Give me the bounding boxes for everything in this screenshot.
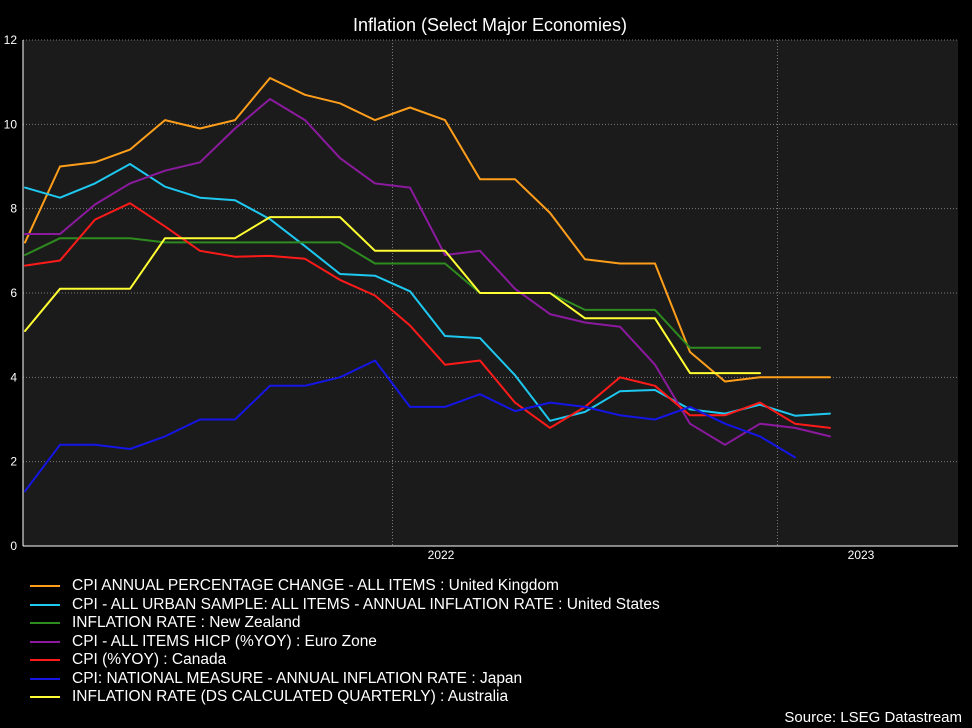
legend-item: CPI (%YOY) : Canada — [30, 651, 790, 670]
legend-item: INFLATION RATE : New Zealand — [30, 614, 790, 633]
series-line-4 — [24, 202, 831, 429]
legend-swatch — [30, 622, 60, 625]
gridlines — [23, 39, 958, 546]
legend-label: CPI - ALL ITEMS HICP (%YOY) : Euro Zone — [72, 632, 377, 650]
y-tick-label: 0 — [10, 539, 17, 553]
y-tick-label: 12 — [4, 33, 18, 47]
y-tick-label: 6 — [10, 286, 17, 300]
legend-swatch — [30, 640, 60, 643]
series-line-3 — [24, 98, 831, 446]
legend-label: CPI: NATIONAL MEASURE - ANNUAL INFLATION… — [72, 669, 523, 687]
source-note: Source: LSEG Datastream — [784, 709, 962, 726]
chart-title: Inflation (Select Major Economies) — [352, 15, 628, 35]
legend-item: CPI - ALL ITEMS HICP (%YOY) : Euro Zone — [30, 633, 790, 652]
series-line-6 — [24, 216, 761, 375]
y-tick-label: 10 — [4, 117, 18, 131]
legend-swatch — [30, 696, 60, 699]
legend-label: CPI ANNUAL PERCENTAGE CHANGE - ALL ITEMS… — [72, 577, 559, 595]
y-tick-label: 2 — [10, 455, 17, 469]
x-tick-label: 2022 — [428, 548, 455, 562]
series-line-2 — [24, 237, 761, 349]
legend-item: CPI ANNUAL PERCENTAGE CHANGE - ALL ITEMS… — [30, 577, 790, 596]
y-tick-label: 4 — [10, 370, 17, 384]
legend-item: CPI: NATIONAL MEASURE - ANNUAL INFLATION… — [30, 670, 790, 689]
series-line-5 — [24, 359, 796, 493]
legend-label: INFLATION RATE (DS CALCULATED QUARTERLY)… — [72, 688, 509, 706]
axes: 024681012202220232024 — [4, 33, 958, 562]
x-tick-label: 2023 — [848, 548, 875, 562]
legend-item: CPI - ALL URBAN SAMPLE: ALL ITEMS - ANNU… — [30, 596, 790, 615]
series-line-0 — [24, 77, 831, 383]
legend-swatch — [30, 659, 60, 662]
line-chart: 024681012202220232024 — [4, 33, 958, 562]
y-tick-label: 8 — [10, 202, 17, 216]
legend-label: CPI (%YOY) : Canada — [72, 651, 227, 669]
legend-label: CPI - ALL URBAN SAMPLE: ALL ITEMS - ANNU… — [72, 595, 660, 613]
series-lines — [24, 77, 831, 493]
legend-swatch — [30, 677, 60, 680]
legend: CPI ANNUAL PERCENTAGE CHANGE - ALL ITEMS… — [30, 577, 790, 707]
legend-swatch — [30, 585, 60, 588]
legend-item: INFLATION RATE (DS CALCULATED QUARTERLY)… — [30, 688, 790, 707]
legend-label: INFLATION RATE : New Zealand — [72, 614, 301, 632]
legend-swatch — [30, 603, 60, 606]
